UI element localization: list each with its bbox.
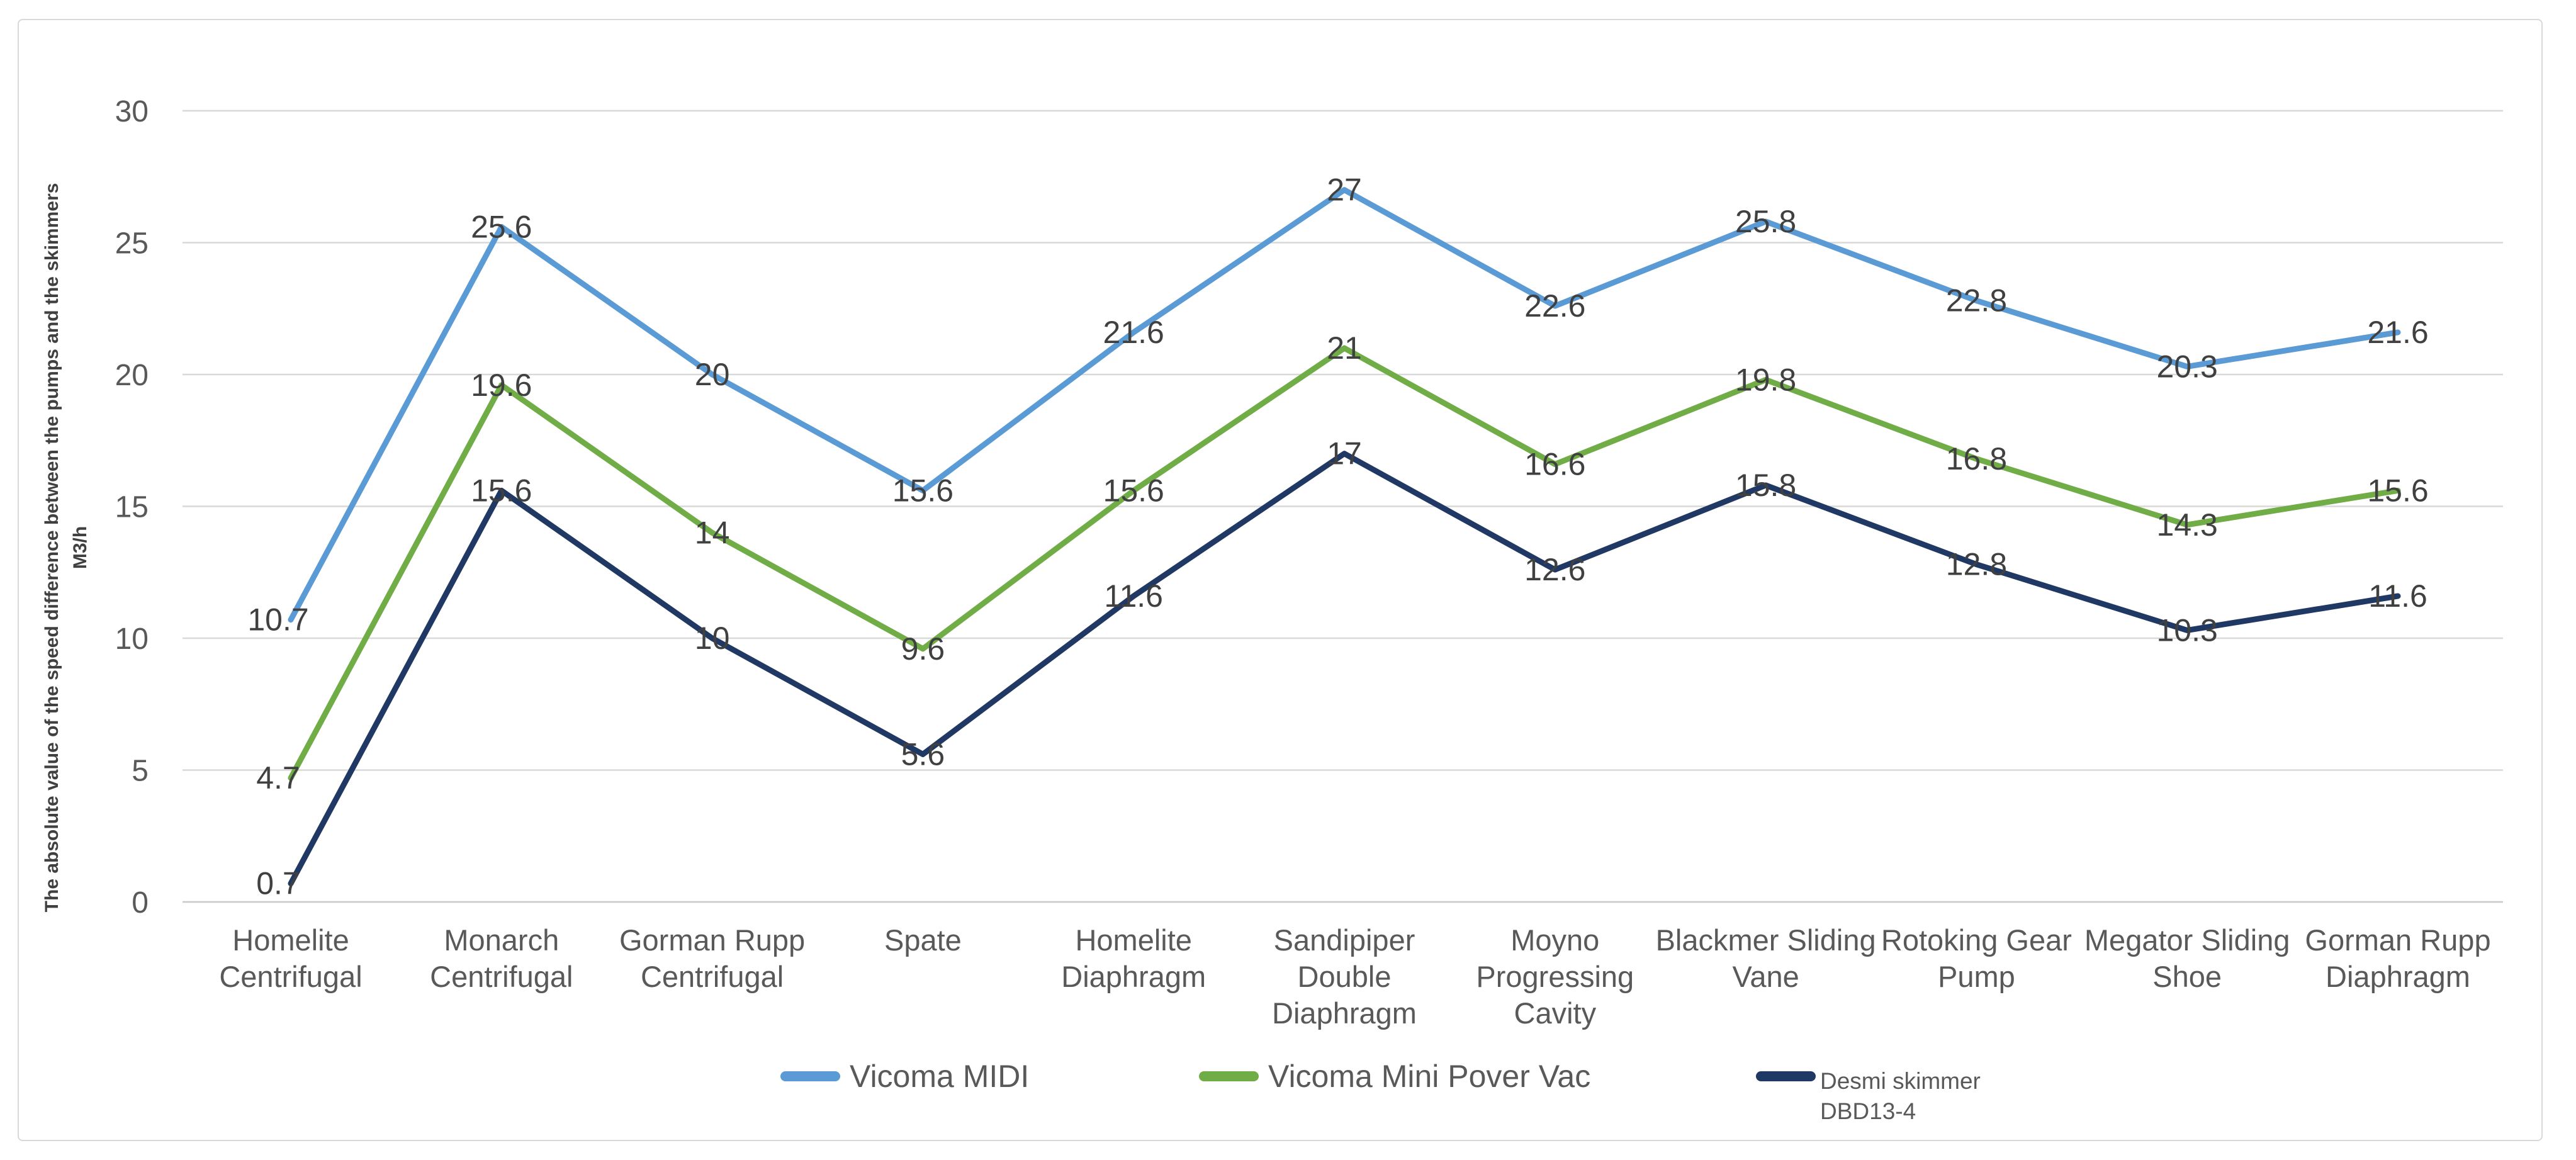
data-label: 16.6 — [1524, 447, 1585, 482]
series-line-vicoma-midi — [288, 187, 2401, 623]
y-axis-unit-label: M3/h — [70, 526, 91, 570]
y-tick-label: 30 — [115, 95, 149, 128]
data-label: 17 — [1327, 436, 1362, 471]
y-tick-label: 5 — [132, 755, 149, 788]
x-category-label: Diaphragm — [1061, 960, 1206, 993]
y-tick-label: 10 — [115, 622, 149, 656]
x-category-label: Pump — [1938, 960, 2015, 993]
x-category-label: Centrifugal — [641, 960, 784, 993]
data-label: 19.8 — [1735, 362, 1796, 397]
y-tick-label: 20 — [115, 359, 149, 392]
data-label: 16.8 — [1946, 441, 2007, 476]
series-line-desmi-skimmer-dbd13-4 — [288, 451, 2401, 887]
legend-marker-vicoma-midi — [780, 1071, 840, 1081]
data-label: 11.6 — [1104, 578, 1163, 614]
data-label: 9.6 — [901, 631, 945, 667]
x-category-label: Cavity — [1514, 996, 1597, 1030]
x-category-label: Centrifugal — [219, 960, 362, 993]
data-label: 20.3 — [2157, 349, 2218, 384]
y-tick-label: 0 — [132, 886, 149, 920]
data-label: 10 — [695, 621, 730, 656]
data-label: 22.8 — [1946, 283, 2007, 318]
x-category-label: Megator Sliding — [2084, 923, 2290, 957]
data-label: 11.6 — [2368, 578, 2427, 614]
y-axis-title: The absolute value of the speed differen… — [25, 107, 107, 988]
data-label: 20 — [695, 357, 730, 392]
data-label: 21.6 — [1103, 315, 1164, 350]
legend-marker-vicoma-mini-pover-vac — [1199, 1071, 1259, 1081]
y-tick-label: 15 — [115, 491, 149, 524]
series-line-vicoma-mini-pover-vac — [288, 345, 2401, 781]
x-category-label: Double — [1298, 960, 1392, 993]
x-category-label: Monarch — [444, 923, 559, 957]
data-label: 15.8 — [1735, 468, 1796, 503]
data-label: 12.8 — [1946, 547, 2007, 582]
x-category-label: Progressing — [1476, 960, 1634, 993]
data-label: 14 — [695, 515, 730, 550]
data-label: 15.6 — [471, 473, 532, 508]
data-label: 14.3 — [2157, 507, 2218, 543]
data-label: 5.6 — [901, 736, 945, 772]
legend-label-vicoma-mini-pover-vac: Vicoma Mini Pover Vac — [1268, 1059, 1591, 1094]
y-tick-label: 25 — [115, 227, 149, 261]
x-category-label: Blackmer Sliding — [1656, 923, 1876, 957]
data-label: 0.7 — [256, 866, 300, 901]
x-category-label: Sandipiper — [1274, 923, 1415, 957]
x-category-label: Diaphragm — [2326, 960, 2470, 993]
x-category-label: Vane — [1732, 960, 1799, 993]
x-category-label: Gorman Rupp — [619, 923, 805, 957]
data-label: 15.6 — [2367, 473, 2428, 508]
x-category-label: Rotoking Gear — [1881, 923, 2072, 957]
data-label: 27 — [1327, 172, 1362, 208]
x-category-label: Diaphragm — [1272, 996, 1417, 1030]
data-label: 15.6 — [1103, 473, 1164, 508]
y-axis-title-text: The absolute value of the speed differen… — [42, 183, 62, 913]
data-label: 10.3 — [2157, 612, 2218, 648]
data-label: 15.6 — [892, 473, 953, 508]
x-category-label: Moyno — [1510, 923, 1599, 957]
data-label: 10.7 — [247, 602, 308, 638]
data-label: 21.6 — [2367, 315, 2428, 350]
x-category-label: Shoe — [2152, 960, 2222, 993]
data-label: 12.6 — [1524, 552, 1585, 587]
x-category-label: Gorman Rupp — [2305, 923, 2490, 957]
data-label: 4.7 — [256, 760, 300, 796]
legend-marker-desmi-skimmer-dbd13-4 — [1756, 1071, 1816, 1081]
data-label: 25.8 — [1735, 204, 1796, 239]
legend-label-vicoma-midi: Vicoma MIDI — [850, 1059, 1030, 1094]
figure-border — [18, 19, 2543, 1141]
legend-label-desmi-skimmer-dbd13-4: Desmi skimmer DBD13-4 — [1820, 1068, 1981, 1124]
x-category-label: Centrifugal — [430, 960, 573, 993]
data-label: 19.6 — [471, 368, 532, 403]
data-label: 21 — [1327, 330, 1362, 366]
data-label: 25.6 — [471, 209, 532, 244]
data-label: 22.6 — [1524, 288, 1585, 324]
x-category-label: Homelite — [232, 923, 349, 957]
x-category-label: Homelite — [1075, 923, 1191, 957]
x-category-label: Spate — [884, 923, 962, 957]
